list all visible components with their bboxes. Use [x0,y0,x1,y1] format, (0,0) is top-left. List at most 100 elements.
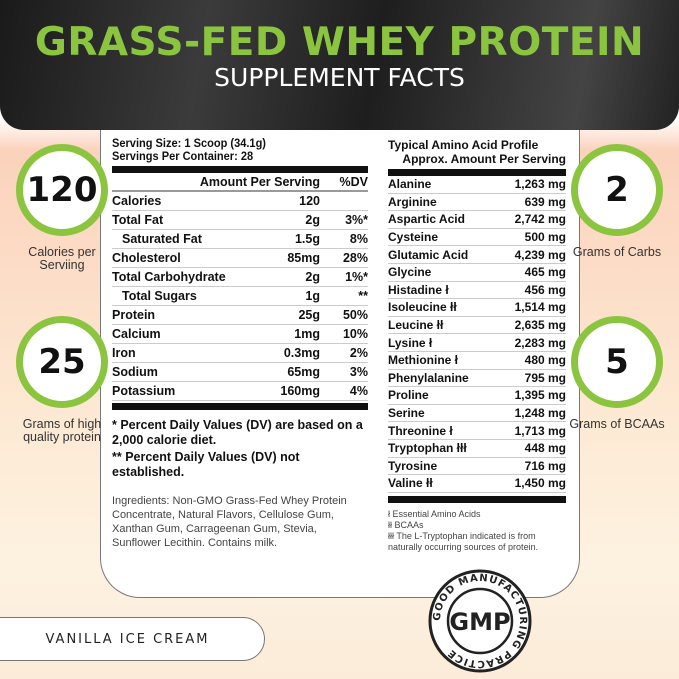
nutrient-amount: 1mg [294,327,320,341]
nutrient-amount: 1g [305,289,320,303]
amino-title: Typical Amino Acid Profile [388,138,539,152]
amino-row: Cysteine 500 mg [388,229,566,247]
nutrient-dv: 28% [342,251,368,265]
divider [388,169,566,176]
amino-footnotes: ł Essential Amino Acids łł BCAAs łłł The… [388,509,566,553]
nutrition-row: Calories 120 [112,192,368,211]
footnote: łłł The L-Tryptophan indicated is from n… [388,530,539,552]
nutrient-name: Potassium [112,384,176,398]
calories-badge-label: Calories per Serviing [28,245,96,272]
gmp-text: GMP [449,608,510,636]
amino-name: Proline [388,388,429,403]
amino-name: Isoleucine łł [388,300,457,315]
bcaa-badge: 5 [571,316,663,408]
amino-name: Arginine [388,194,437,209]
amino-row: Glutamic Acid 4,239 mg [388,246,566,264]
nutrition-row: Iron 0.3mg 2% [112,344,368,363]
amino-amount: 1,263 mg [514,177,566,192]
amino-name: Leucine łł [388,318,444,333]
amino-name: Aspartic Acid [388,212,465,227]
nutrient-dv: 10% [342,327,368,341]
nutrient-dv: ** [358,289,368,303]
carbs-badge: 2 [571,144,663,236]
amino-amount: 2,635 mg [514,318,566,333]
amino-name: Methionine ł [388,353,458,368]
nutrient-name: Protein [112,308,156,322]
nutrition-row: Cholesterol 85mg 28% [112,249,368,268]
nutrient-amount: 25g [298,308,320,322]
nutrient-name: Calories [112,194,162,208]
amino-row: Valine łł 1,450 mg [388,475,566,493]
amino-name: Phenylalanine [388,370,469,385]
nutrient-amount: 120 [299,194,320,208]
amino-row: Alanine 1,263 mg [388,176,566,194]
nutrition-row: Saturated Fat 1.5g 8% [112,230,368,249]
amino-name: Valine łł [388,476,433,491]
amino-amount: 456 mg [524,282,566,297]
dv-note: * Percent Daily Values (DV) are based on… [112,418,363,447]
col-dv-header: %DV [339,174,368,189]
amino-row: Tryptophan łłł 448 mg [388,440,566,458]
nutrient-dv: 8% [349,232,368,246]
nutrient-amount: 85mg [287,251,320,265]
divider [112,403,368,410]
amino-name: Threonine ł [388,423,453,438]
nutrient-dv: 3% [349,365,368,379]
amino-name: Histadine ł [388,282,449,297]
amino-amount: 4,239 mg [514,247,566,262]
amino-amount: 2,742 mg [514,212,566,227]
nutrient-amount: 0.3mg [283,346,320,360]
col-amount-header: Amount Per Serving [199,174,320,189]
nutrient-dv: 50% [342,308,368,322]
nutrient-name: Total Fat [112,213,164,227]
amino-row: Histadine ł 456 mg [388,282,566,300]
amino-name: Glutamic Acid [388,247,469,262]
amino-row: Threonine ł 1,713 mg [388,422,566,440]
nutrient-dv: 4% [349,384,368,398]
nutrient-name: Total Carbohydrate [112,270,226,284]
divider [112,166,368,173]
amino-amount: 465 mg [524,265,566,280]
amino-row: Methionine ł 480 mg [388,352,566,370]
footnote: ł Essential Amino Acids [388,508,481,519]
nutrient-dv: 2% [349,346,368,360]
amino-row: Phenylalanine 795 mg [388,370,566,388]
nutrient-name: Calcium [112,327,161,341]
nutrient-name: Iron [112,346,136,360]
bcaa-badge-label: Grams of BCAAs [569,417,665,431]
protein-badge: 25 [16,316,108,408]
amino-amount: 1,248 mg [514,406,566,421]
amino-amount: 1,713 mg [514,423,566,438]
amino-row: Arginine 639 mg [388,194,566,212]
nutrition-row: Potassium 160mg 4% [112,382,368,401]
nutrition-row: Total Carbohydrate 2g 1%* [112,268,368,287]
amino-amount: 795 mg [524,370,566,385]
section-subtitle: SUPPLEMENT FACTS [214,63,465,92]
ingredients: Ingredients: Non-GMO Grass-Fed Whey Prot… [112,495,347,549]
amino-row: Serine 1,248 mg [388,405,566,423]
amino-amount: 500 mg [524,230,566,245]
flavor-label: VANILLA ICE CREAM [0,617,265,661]
nutrient-name: Sodium [112,365,158,379]
amino-row: Isoleucine łł 1,514 mg [388,299,566,317]
amino-name: Tryptophan łłł [388,441,467,456]
amino-row: Tyrosine 716 mg [388,458,566,476]
facts-card [100,130,580,598]
amino-acid-profile: Typical Amino Acid Profile Approx. Amoun… [388,138,566,553]
nutrition-row: Sodium 65mg 3% [112,363,368,382]
amino-name: Tyrosine [388,458,438,473]
carbs-badge-label: Grams of Carbs [572,245,662,259]
amino-amount: 716 mg [524,458,566,473]
amino-name: Alanine [388,177,432,192]
nutrient-amount: 160mg [280,384,320,398]
nutrient-amount: 1.5g [294,232,320,246]
nutrient-name: Cholesterol [112,251,181,265]
nutrient-name: Total Sugars [122,289,197,303]
amino-amount: 1,514 mg [514,300,566,315]
nutrient-amount: 2g [305,213,320,227]
nutrition-row: Total Fat 2g 3%* [112,211,368,230]
nutrition-row: Protein 25g 50% [112,306,368,325]
amino-row: Lysine ł 2,283 mg [388,334,566,352]
amino-name: Serine [388,406,425,421]
calories-badge: 120 [16,144,108,236]
